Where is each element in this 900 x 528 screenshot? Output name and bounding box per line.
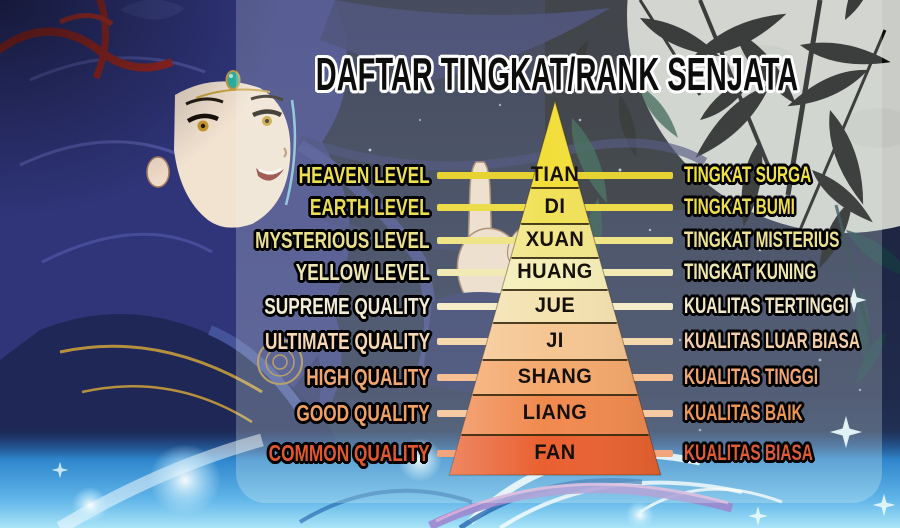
english-level-label: EARTH LEVEL [310, 194, 430, 220]
indonesian-level-label: KUALITAS BAIK [684, 400, 803, 425]
pyramid-shading [449, 101, 661, 475]
pyramid-tier-label: FAN [534, 441, 576, 464]
indonesian-level-label: TINGKAT BUMI [684, 194, 795, 219]
english-level-label: GOOD QUALITY [296, 400, 430, 426]
pyramid-tier-label: JUE [534, 294, 576, 317]
pyramid-tier-label: DI [544, 195, 566, 218]
indonesian-level-label: TINGKAT SURGA [684, 162, 812, 187]
character-nose [283, 147, 287, 158]
indonesian-level-label: TINGKAT KUNING [684, 259, 817, 284]
indonesian-level-label: KUALITAS BIASA [684, 440, 813, 465]
pyramid-tier-label: SHANG [517, 365, 593, 388]
plant-leaves [565, 81, 900, 387]
english-level-label: YELLOW LEVEL [295, 259, 430, 285]
corner-shade [0, 0, 280, 220]
english-level-label: SUPREME QUALITY [264, 293, 430, 319]
pyramid-tier-label: LIANG [522, 401, 588, 424]
pyramid-tier-label: HUANG [517, 260, 593, 283]
pyramid-tier-label: XUAN [525, 228, 585, 251]
pyramid-tier-label: TIAN [530, 163, 580, 186]
indonesian-level-label: KUALITAS TERTINGGI [684, 293, 849, 318]
english-level-label: MYSTERIOUS LEVEL [255, 227, 430, 253]
english-level-label: COMMON QUALITY [269, 440, 430, 466]
page-title: DAFTAR TINGKAT/RANK SENJATA [315, 48, 799, 100]
english-level-label: HIGH QUALITY [306, 364, 430, 390]
indonesian-level-label: KUALITAS TINGGI [684, 364, 819, 389]
bamboo-silhouette [556, 0, 893, 271]
bottom-light-waves [0, 430, 900, 528]
english-level-label: ULTIMATE QUALITY [264, 328, 430, 354]
indonesian-level-label: KUALITAS LUAR BIASA [684, 328, 860, 353]
english-level-label: HEAVEN LEVEL [299, 162, 430, 188]
pyramid-tier-label: JI [546, 329, 564, 352]
indonesian-level-label: TINGKAT MISTERIUS [684, 227, 840, 252]
